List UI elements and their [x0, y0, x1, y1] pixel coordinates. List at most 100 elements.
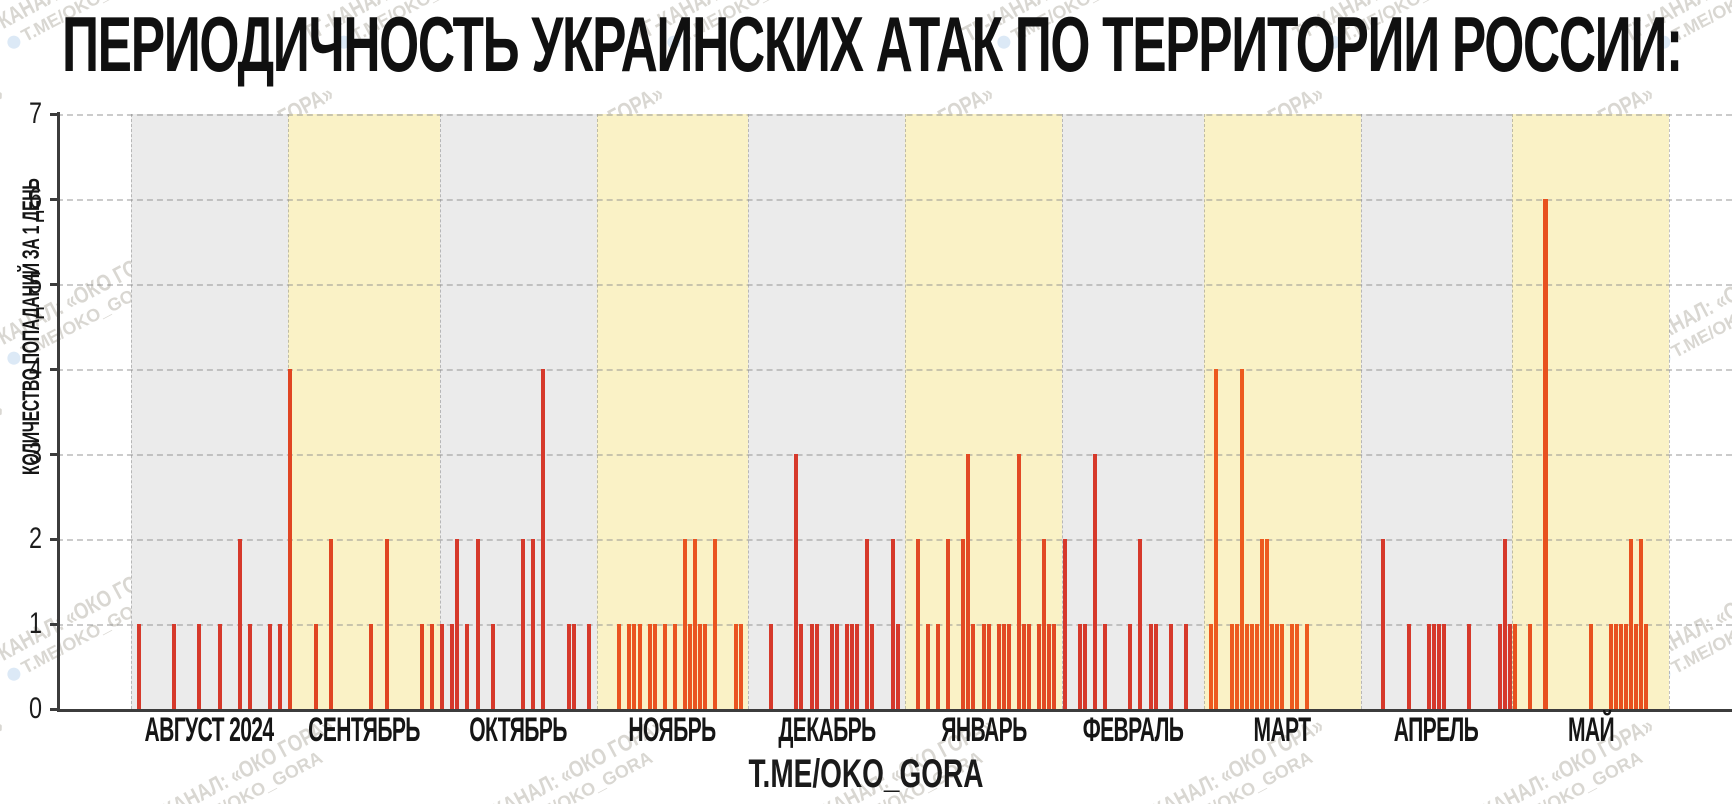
y-tick-mark [50, 368, 58, 371]
bar-day18-value1 [1148, 624, 1153, 709]
bar-day4-value1 [1077, 624, 1082, 709]
bar-day12-value2 [961, 539, 966, 709]
bar-day10-value1 [1249, 624, 1254, 709]
month-boundary-line [1062, 114, 1064, 709]
bar-day3-value2 [915, 539, 920, 709]
bar-day11-value1 [799, 624, 804, 709]
month-band-gray [748, 114, 906, 709]
watermark-url-text: T.ME/OKO_GORA [0, 723, 42, 804]
y-tick-mark [50, 113, 58, 116]
y-axis-title: КОЛИЧЕСТВО ПОПАДАНИЙ ЗА 1 ДЕНЬ [18, 178, 45, 475]
bar-day4-value2 [455, 539, 460, 709]
bar-day23-value3 [1017, 454, 1022, 709]
bar-day5-value2 [1381, 539, 1386, 709]
bar-day21-value1 [1305, 624, 1310, 709]
watermark-channel-text: ТГ-КАНАЛ: «ОКО ГОРА» [0, 395, 8, 521]
bar-day25-value1 [1634, 624, 1639, 709]
bar-day19-value1 [1153, 624, 1158, 709]
bar-day29-value2 [890, 539, 895, 709]
month-band-yellow [1203, 114, 1361, 709]
month-band-gray [1360, 114, 1513, 709]
bar-day16-value1 [672, 624, 677, 709]
bar-day25-value1 [1184, 624, 1188, 709]
bar-day26-value1 [566, 624, 571, 709]
x-axis-month-label: АВГУСТ 2024 [144, 711, 275, 749]
gridline-y7 [57, 114, 1732, 116]
month-boundary-line [439, 114, 441, 709]
bar-day6-value1 [1229, 624, 1234, 709]
bar-day20-value1 [1609, 624, 1614, 709]
gridline-y4 [57, 369, 1732, 371]
bar-day18-value2 [683, 539, 688, 709]
bar-day21-value1 [1614, 624, 1619, 709]
bar-day16-value1 [981, 624, 986, 709]
bar-day2-value1 [1209, 624, 1214, 709]
bar-day20-value1 [1001, 624, 1006, 709]
bar-day10-value3 [794, 454, 799, 709]
bar-day19-value2 [531, 539, 536, 709]
bar-day15-value1 [1431, 624, 1436, 709]
month-band-gray [439, 114, 597, 709]
y-tick-mark [50, 198, 58, 201]
bar-day12-value1 [652, 624, 657, 709]
y-tick-label: 7 [28, 97, 42, 130]
bar-day10-value1 [1406, 624, 1411, 709]
bar-day27-value1 [1644, 624, 1649, 709]
bar-day14-value1 [971, 624, 976, 709]
month-boundary-line [596, 114, 598, 709]
bar-day14-value1 [814, 624, 819, 709]
bar-day24-value2 [1629, 539, 1634, 709]
y-tick-label: 1 [28, 607, 42, 640]
bar-day29-value1 [430, 624, 435, 709]
bar-day5-value1 [769, 624, 774, 709]
y-tick-label: 4 [28, 352, 42, 385]
x-axis-month-label: МАЙ [1567, 711, 1615, 749]
bar-day2-value1 [136, 624, 141, 709]
bar-day20-value2 [693, 539, 698, 709]
bar-day22-value1 [855, 624, 860, 709]
chart-title: ПЕРИОДИЧНОСТЬ УКРАИНСКИХ АТАК ПО ТЕРРИТО… [62, 0, 1683, 88]
bar-day4-value1 [1528, 624, 1533, 709]
watermark-url-label: T.ME/OKO_GORA [1667, 273, 1732, 362]
bar-day1-value4 [288, 369, 293, 709]
bar-day3-value4 [1214, 369, 1219, 709]
x-axis-month-label: ФЕВРАЛЬ [1082, 711, 1184, 749]
x-axis-month-label: МАРТ [1253, 711, 1312, 749]
y-tick-mark [50, 283, 58, 286]
bar-day22-value2 [237, 539, 242, 709]
bar-day24-value2 [865, 539, 870, 709]
bar-day9-value2 [328, 539, 333, 709]
month-band-yellow [287, 114, 440, 709]
x-axis-month-label: СЕНТЯБРЬ [307, 711, 420, 749]
bar-day18-value1 [834, 624, 839, 709]
bar-day21-value4 [541, 369, 546, 709]
bar-day28-value1 [1497, 624, 1502, 709]
bar-day19-value1 [996, 624, 1001, 709]
bar-day14-value1 [197, 624, 202, 709]
bar-day8-value4 [1239, 369, 1244, 709]
watermark-url-label: T.ME/OKO_GORA [1667, 589, 1732, 678]
y-tick-mark [50, 708, 58, 711]
bar-day9-value1 [1244, 624, 1249, 709]
bar-day17-value1 [1442, 624, 1447, 709]
bar-day13-value3 [966, 454, 971, 709]
bar-day5-value1 [617, 624, 622, 709]
x-axis-line [57, 709, 1732, 712]
bar-day17-value1 [986, 624, 991, 709]
bar-day18-value1 [217, 624, 222, 709]
bar-day30-value1 [278, 624, 283, 709]
x-axis-month-label: ДЕКАБРЬ [778, 711, 876, 749]
y-tick-label: 0 [28, 692, 42, 725]
bar-day14-value1 [1270, 624, 1275, 709]
bar-day27-value1 [419, 624, 424, 709]
bar-day16-value1 [1280, 624, 1285, 709]
watermark-url-label: T.ME/OKO_GORA [1172, 747, 1316, 804]
gridline-y3 [57, 454, 1732, 456]
bar-day1-value1 [440, 624, 445, 709]
bar-day9-value2 [946, 539, 951, 709]
bar-day14-value1 [1426, 624, 1431, 709]
bar-day14-value1 [662, 624, 667, 709]
y-axis-line [57, 112, 60, 711]
y-tick-label: 2 [28, 522, 42, 555]
bar-day1-value1 [1512, 624, 1517, 709]
